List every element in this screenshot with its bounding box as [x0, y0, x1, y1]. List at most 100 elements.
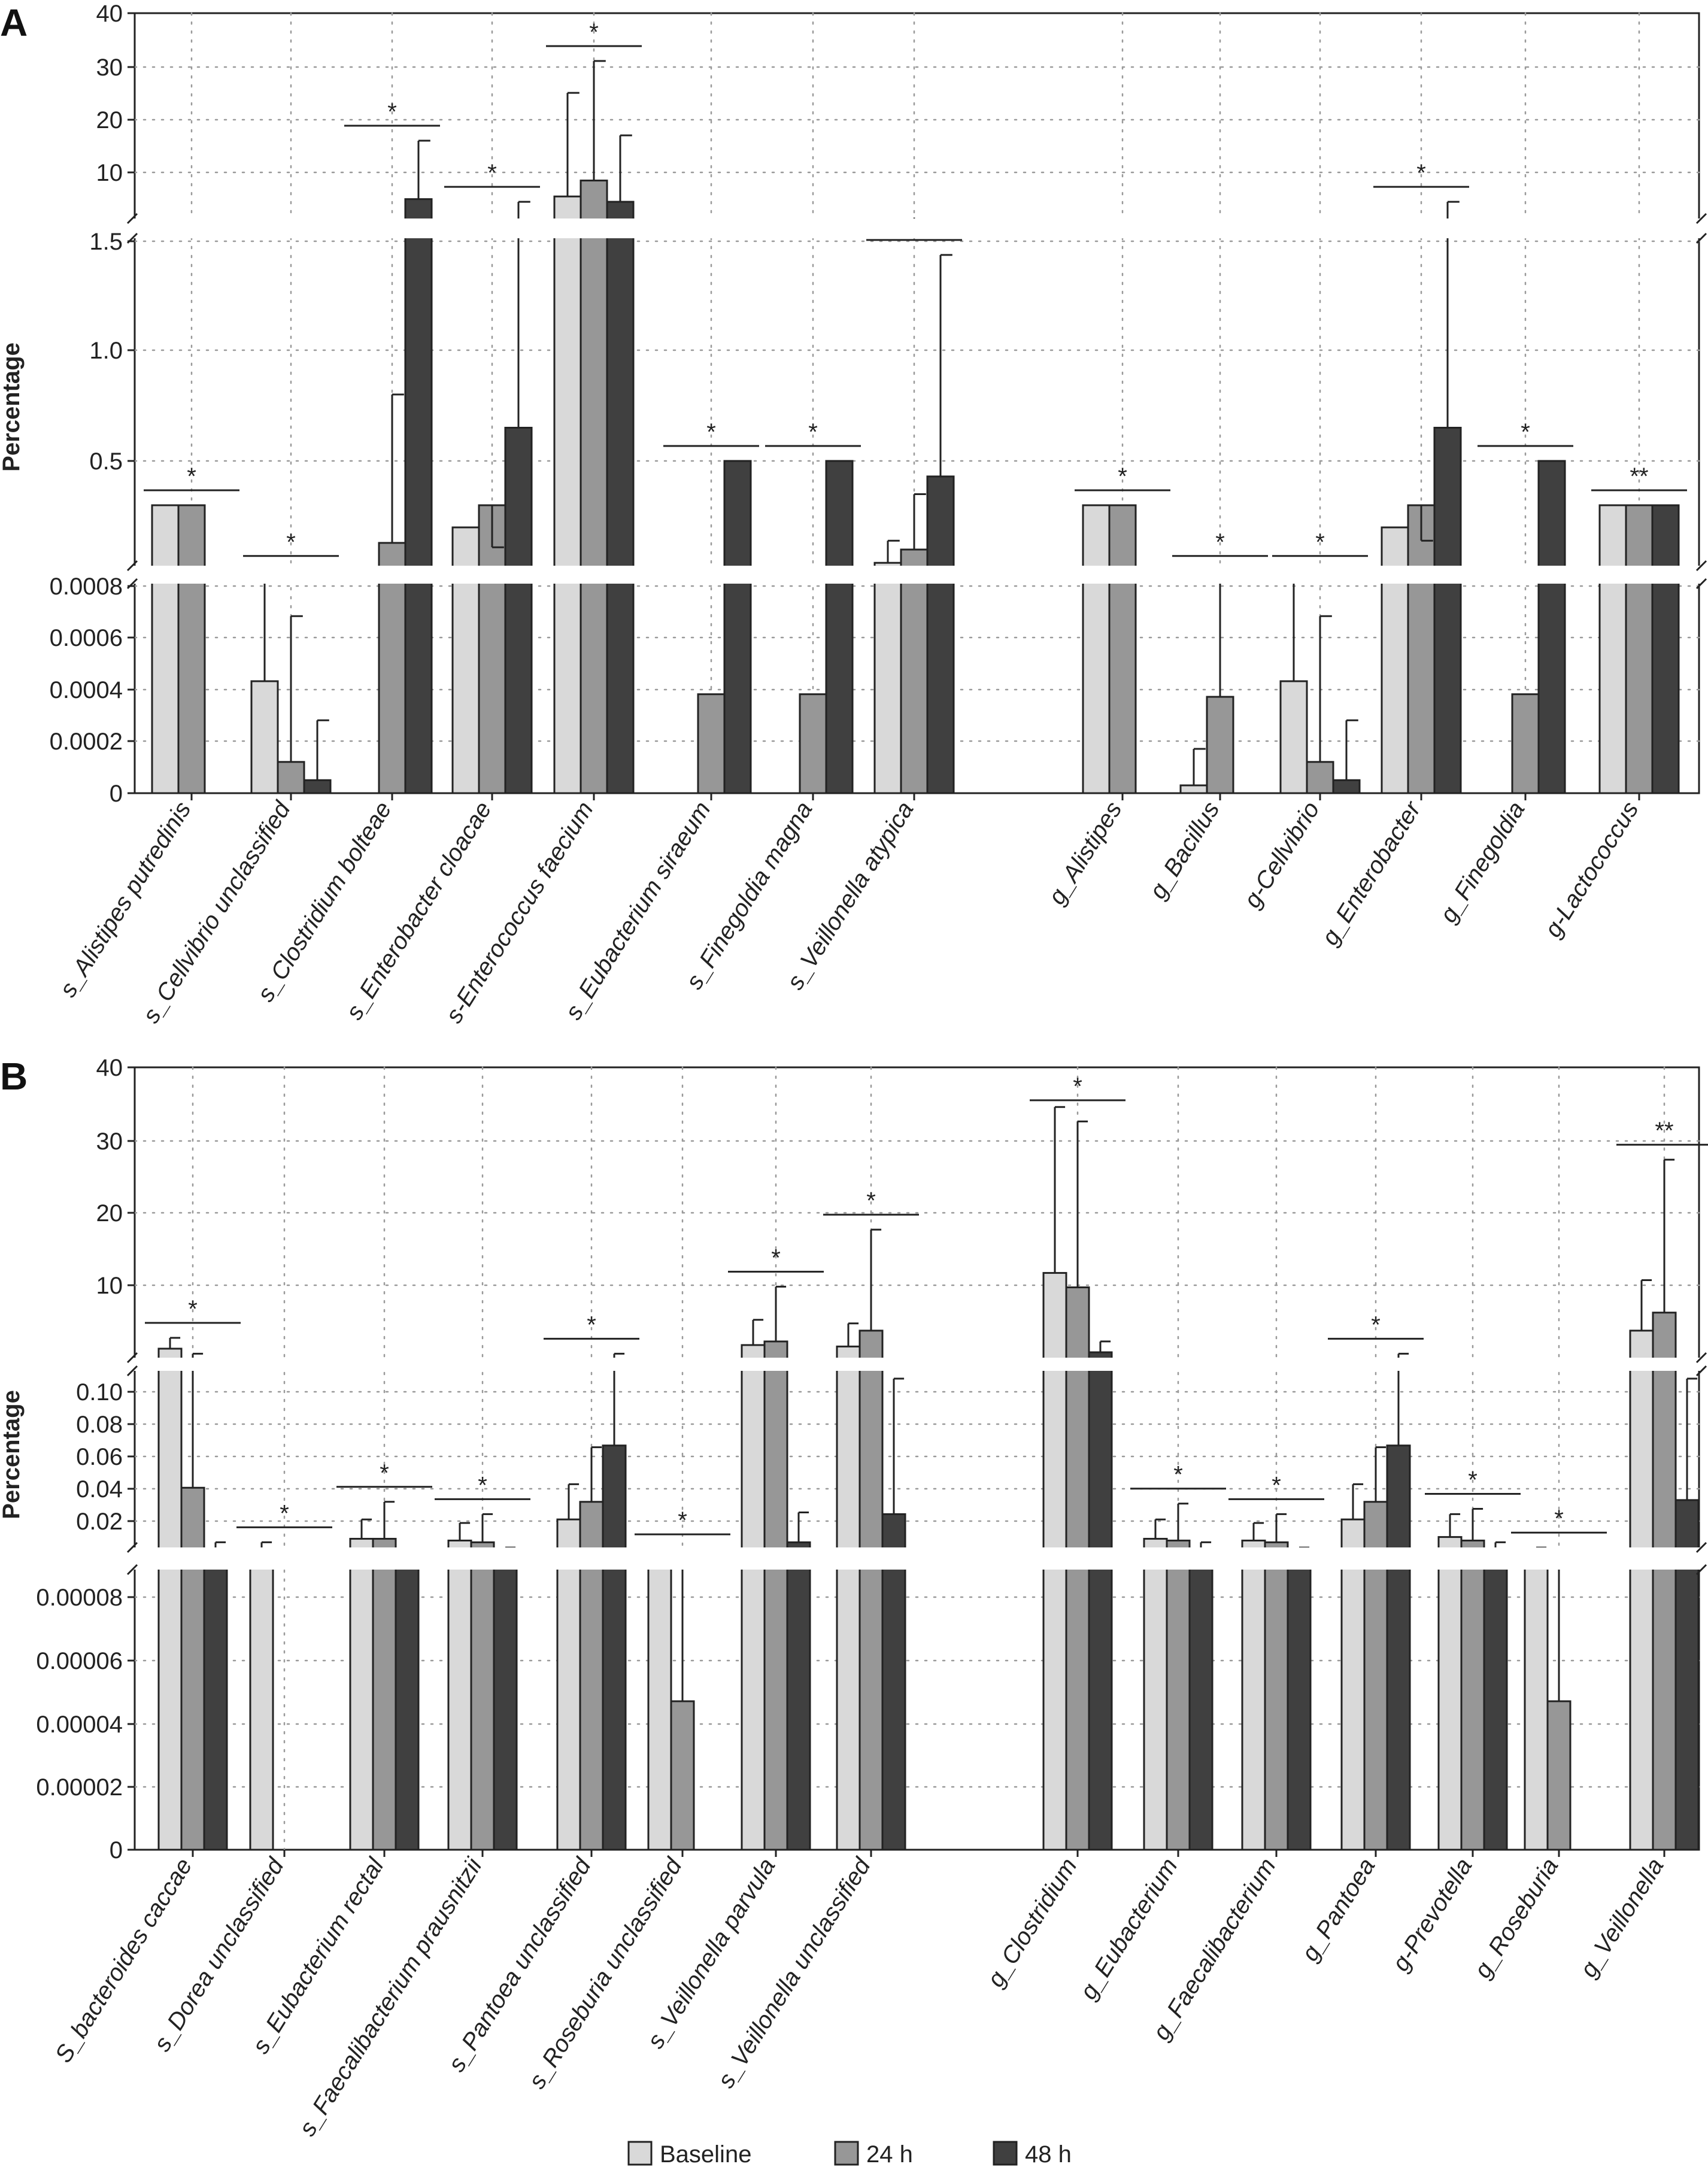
- bar-48-h: [395, 1552, 420, 1851]
- bar-24-h: [697, 693, 726, 794]
- y-tick-label: 10: [96, 1273, 123, 1299]
- y-tick-label: 0.0004: [50, 677, 123, 703]
- bar-48-h: [203, 1548, 228, 1851]
- y-tick-label: 0.06: [76, 1444, 123, 1470]
- axis-break-mark: [1695, 232, 1707, 244]
- y-tick-label: 0.00002: [36, 1774, 123, 1801]
- y-tick-label: 0.0002: [50, 729, 123, 755]
- bar-48-h: [1537, 460, 1566, 794]
- bar-48-h: [825, 460, 854, 794]
- y-tick-label: 1.0: [89, 338, 123, 364]
- category-label: g_Eubacterium: [1075, 1853, 1183, 2004]
- axis-break-mark: [1695, 1365, 1707, 1377]
- legend-label: 24 h: [866, 2141, 913, 2168]
- significance-marker: *: [188, 1296, 198, 1322]
- bar-24-h: [763, 1340, 788, 1851]
- y-tick-label: 0: [110, 781, 123, 807]
- category-label: g-Prevotella: [1387, 1853, 1477, 1975]
- bar-24-h: [670, 1700, 695, 1851]
- panel-letter: B: [0, 1055, 28, 1098]
- y-tick-label: 0.00004: [36, 1711, 123, 1738]
- significance-marker: *: [1416, 160, 1426, 186]
- bar-48-h: [881, 1513, 906, 1851]
- axis-break-mark: [126, 213, 138, 224]
- y-tick-label: 30: [96, 54, 123, 81]
- significance-marker: *: [286, 529, 296, 556]
- y-tick-label: 0.08: [76, 1412, 123, 1438]
- axis-break-mark: [126, 1564, 138, 1576]
- bar-baseline: [1279, 680, 1308, 794]
- bar-48-h: [1188, 1548, 1214, 1851]
- significance-marker: *: [808, 419, 818, 445]
- bar-baseline: [349, 1538, 374, 1851]
- bar-baseline: [647, 1550, 672, 1851]
- bar-24-h: [372, 1538, 397, 1851]
- bar-24-h: [1652, 1312, 1677, 1851]
- y-tick-label: 0.5: [89, 448, 123, 475]
- bar-24-h: [1460, 1539, 1485, 1851]
- significance-marker: *: [1272, 1472, 1281, 1498]
- bar-baseline: [553, 195, 582, 794]
- category-label: g_Veillonella: [1575, 1853, 1669, 1981]
- y-tick-label: 1.5: [89, 229, 123, 255]
- y-tick-label: 30: [96, 1128, 123, 1155]
- category-label: g_Finegoldia: [1435, 797, 1530, 927]
- significance-marker: *: [1554, 1506, 1564, 1532]
- bar-24-h: [1625, 504, 1654, 794]
- axis-break-gap: [130, 218, 1704, 238]
- bar-baseline: [1241, 1539, 1266, 1851]
- bar-48-h: [1287, 1550, 1312, 1851]
- bar-baseline: [836, 1345, 861, 1851]
- y-tick-label: 40: [96, 1, 123, 27]
- bar-48-h: [1483, 1548, 1508, 1851]
- bar-48-h: [1433, 427, 1462, 794]
- axis-break-mark: [126, 1541, 138, 1553]
- axis-break-mark: [126, 232, 138, 244]
- bar-48-h: [404, 198, 433, 794]
- significance-marker: **: [1655, 1118, 1673, 1144]
- significance-marker: *: [587, 1312, 596, 1338]
- y-tick-label: 10: [96, 160, 123, 186]
- panel-B: B 0 0.00002 0.00004 0.00006 0.00008 0.02 0.04 0.…: [0, 1055, 1708, 2141]
- bar-baseline: [1143, 1538, 1168, 1851]
- axis-break-gap: [130, 566, 1704, 584]
- bar-baseline: [447, 1539, 472, 1851]
- panel-A: A 0 0.0002 0.0004 0.0006 0.0008 0.5 1.0 1.5 10 20 3…: [0, 1, 1707, 1028]
- bar-24-h: [1407, 504, 1436, 794]
- axis-break-mark: [1695, 1352, 1707, 1364]
- significance-marker: *: [280, 1500, 289, 1526]
- bar-48-h: [723, 460, 752, 794]
- axis-break-gap: [130, 1547, 1704, 1570]
- significance-marker: *: [1118, 463, 1127, 490]
- bar-baseline: [873, 562, 902, 794]
- category-label: g_Enterobacter: [1316, 796, 1426, 950]
- bar-24-h: [277, 761, 305, 794]
- bar-48-h: [786, 1541, 811, 1851]
- legend-label: 48 h: [1025, 2141, 1072, 2168]
- bar-baseline: [151, 504, 180, 794]
- significance-marker: *: [1371, 1312, 1381, 1338]
- legend-swatch: [834, 2141, 859, 2166]
- y-tick-label: 40: [96, 1055, 123, 1081]
- axis-break-mark: [126, 560, 138, 572]
- category-label: s_Faecalibacterium prausnitzii: [294, 1853, 487, 2141]
- bar-24-h: [799, 693, 827, 794]
- bar-baseline: [1598, 504, 1627, 794]
- significance-marker: *: [678, 1507, 687, 1534]
- axis-break-mark: [1695, 213, 1707, 224]
- y-tick-label: 0: [110, 1837, 123, 1864]
- bar-48-h: [303, 779, 332, 794]
- y-axis-label: Percentage: [0, 342, 25, 472]
- bar-baseline: [1524, 1550, 1549, 1851]
- significance-marker: *: [187, 463, 196, 490]
- bar-24-h: [1166, 1539, 1191, 1851]
- y-tick-label: 0.10: [76, 1379, 123, 1406]
- significance-marker: *: [1173, 1462, 1183, 1488]
- axis-break-gap: [130, 1358, 1704, 1371]
- category-label: g_Bacillus: [1145, 797, 1225, 903]
- bar-baseline: [1340, 1518, 1366, 1851]
- y-tick-label: 0.00008: [36, 1585, 123, 1611]
- y-tick-label: 0.02: [76, 1509, 123, 1535]
- bar-24-h: [900, 548, 929, 794]
